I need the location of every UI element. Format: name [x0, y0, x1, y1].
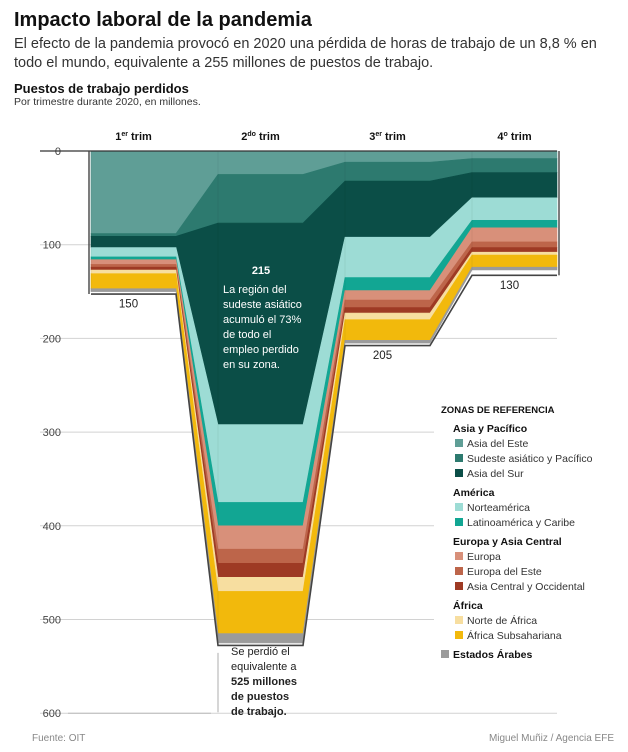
- legend-item-africa-subsahariana: África Subsahariana: [467, 629, 562, 642]
- category-label: 1er trim: [115, 131, 152, 143]
- legend-item-europa-del-este: Europa del Este: [467, 566, 542, 578]
- total-label: 150: [119, 299, 138, 311]
- source-note: Fuente: OIT: [32, 733, 86, 744]
- total-label: 130: [500, 280, 519, 292]
- legend-group-america: América: [453, 487, 495, 499]
- annotation-total-line-text: de trabajo.: [231, 706, 287, 718]
- y-tick-label: 100: [43, 240, 61, 252]
- legend-title: ZONAS DE REFERENCIA: [441, 405, 555, 416]
- annotation-total-line-text: de puestos: [231, 691, 289, 703]
- annotation-asia-sur-value: 215: [252, 265, 270, 277]
- annotation-asia-sur-line: en su zona.: [223, 359, 280, 371]
- page-title: Impacto laboral de la pandemia: [14, 9, 312, 31]
- annotation-total-line-text: 525 millones: [231, 676, 297, 688]
- legend-item-norte-de-africa: Norte de África: [467, 614, 537, 627]
- legend-background: [434, 398, 618, 674]
- legend-item-asia-central-y-occidental: Asia Central y Occidental: [467, 581, 585, 593]
- legend-item-asia-del-este: Asia del Este: [467, 438, 528, 450]
- legend-swatch-norteamerica: [455, 503, 463, 511]
- y-tick-label: 0: [55, 146, 61, 158]
- total-outline: [91, 274, 557, 647]
- y-tick-label: 500: [43, 615, 61, 627]
- legend-swatch-estados-arabes: [441, 650, 449, 658]
- legend-group-africa: África: [453, 599, 483, 612]
- y-tick-label: 300: [43, 427, 61, 439]
- y-tick-label: 600: [43, 708, 61, 720]
- category-label: 3er trim: [369, 131, 406, 143]
- page-subtitle: El efecto de la pandemia provocó en 2020…: [14, 36, 597, 71]
- legend-swatch-asia-del-sur: [455, 469, 463, 477]
- y-tick-label: 200: [43, 333, 61, 345]
- annotation-asia-sur-line: sudeste asiático: [223, 299, 302, 311]
- legend-swatch-norte-de-africa: [455, 616, 463, 624]
- annotation-total-line-text: Se perdió el: [231, 646, 290, 658]
- category-label: 2do trim: [241, 131, 280, 143]
- legend-group-asia-y-pacifico: Asia y Pacífico: [453, 423, 527, 435]
- annotation-total-line-text: equivalente a: [231, 661, 297, 673]
- legend-swatch-sudeste-asiatico-y-pacifico: [455, 454, 463, 462]
- legend-item-asia-del-sur: Asia del Sur: [467, 468, 524, 480]
- legend-swatch-africa-subsahariana: [455, 631, 463, 639]
- total-label: 205: [373, 350, 392, 362]
- legend-swatch-europa-del-este: [455, 567, 463, 575]
- annotation-asia-sur-line: de todo el: [223, 329, 271, 341]
- legend-group-europa-y-asia-central: Europa y Asia Central: [453, 536, 562, 548]
- legend-item-sudeste-asiatico-y-pacifico: Sudeste asiático y Pacífico: [467, 453, 593, 465]
- category-label: 4o trim: [497, 131, 531, 143]
- chart-title: Puestos de trabajo perdidos: [14, 81, 189, 96]
- chart-subtitle: Por trimestre durante 2020, en millones.: [14, 96, 201, 108]
- legend-item-europa: Europa: [467, 551, 501, 563]
- y-tick-label: 400: [43, 521, 61, 533]
- credit-note: Miguel Muñiz / Agencia EFE: [488, 733, 614, 744]
- annotation-asia-sur-line: empleo perdido: [223, 344, 299, 356]
- legend-group-estados-arabes: Estados Árabes: [453, 648, 533, 661]
- legend-swatch-asia-del-este: [455, 439, 463, 447]
- legend-swatch-asia-central-y-occidental: [455, 582, 463, 590]
- legend-item-latinoamerica-y-caribe: Latinoamérica y Caribe: [467, 517, 575, 529]
- legend-swatch-latinoamerica-y-caribe: [455, 518, 463, 526]
- legend-item-norteamerica: Norteamérica: [467, 502, 530, 514]
- annotation-asia-sur-line: acumuló el 73%: [223, 314, 301, 326]
- annotation-asia-sur-line: La región del: [223, 284, 287, 296]
- legend-swatch-europa: [455, 552, 463, 560]
